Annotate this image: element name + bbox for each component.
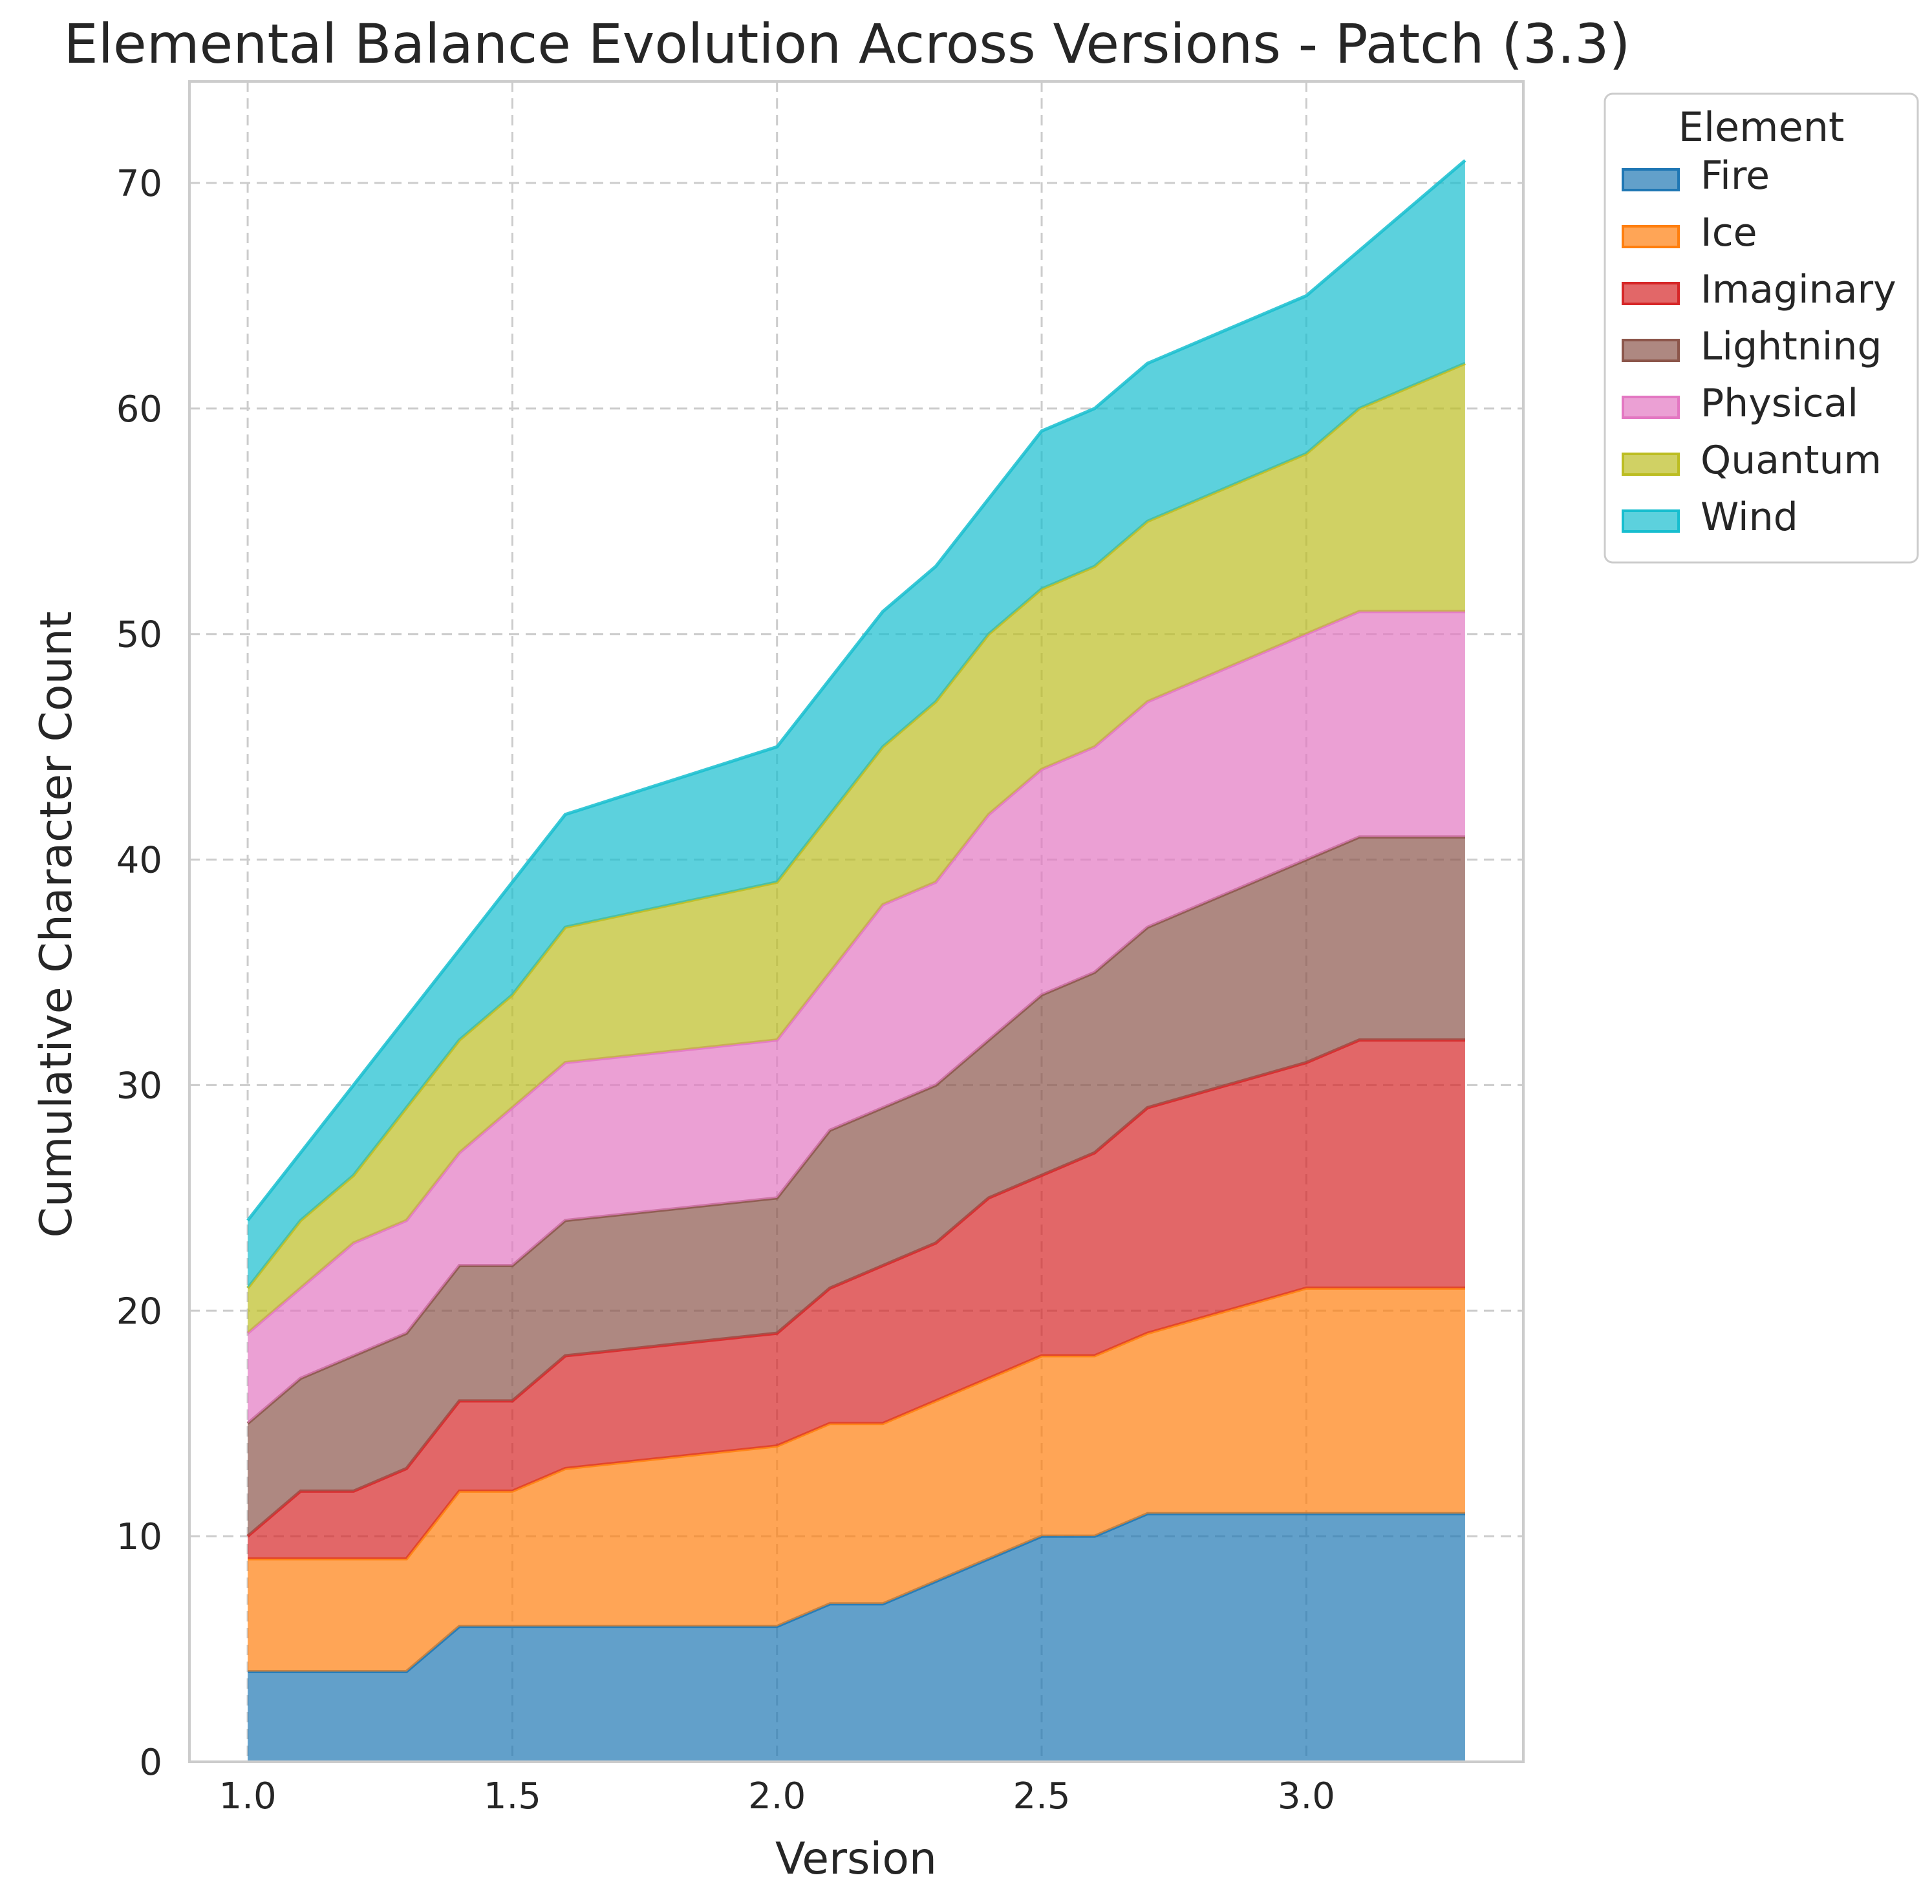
legend-label-wind: Wind <box>1701 495 1798 540</box>
legend-label-fire: Fire <box>1701 153 1770 198</box>
x-tick-label-1-0: 1.0 <box>219 1775 277 1817</box>
y-tick-label-40: 40 <box>116 840 162 882</box>
y-tick-label-20: 20 <box>116 1290 162 1332</box>
area-imaginary <box>248 1040 1465 1559</box>
y-tick-label-10: 10 <box>116 1516 162 1558</box>
x-tick-label-2-5: 2.5 <box>1013 1775 1070 1817</box>
x-axis-label: Version <box>775 1834 937 1885</box>
legend-swatch-imaginary <box>1622 282 1680 305</box>
stacked-areas <box>246 159 1466 1762</box>
area-fire <box>248 1514 1465 1762</box>
legend-box <box>1604 92 1919 564</box>
legend-swatch-ice <box>1622 225 1680 248</box>
legend-swatch-wind <box>1622 509 1680 533</box>
area-ice <box>248 1288 1465 1672</box>
line-wind <box>246 159 1466 1222</box>
y-tick-label-30: 30 <box>116 1065 162 1107</box>
y-tick-label-60: 60 <box>116 389 162 431</box>
legend-label-lightning: Lightning <box>1701 324 1882 369</box>
legend-label-quantum: Quantum <box>1701 438 1882 483</box>
legend-swatch-quantum <box>1622 453 1680 476</box>
legend-label-ice: Ice <box>1701 210 1757 255</box>
area-lightning <box>248 837 1465 1537</box>
axis-ticks: 1.0 1.5 2.0 2.5 3.0 0 10 20 30 40 50 60 70 <box>116 163 1335 1817</box>
legend: Element Fire Ice Imaginary Lightning Physica… <box>1604 92 1919 564</box>
x-tick-label-3-0: 3.0 <box>1278 1775 1335 1817</box>
legend-items: Fire Ice Imaginary Lightning Physical Quantum… <box>1622 153 1896 540</box>
y-tick-label-50: 50 <box>116 614 162 656</box>
area-wind <box>248 160 1465 1289</box>
legend-title: Element <box>1679 103 1845 151</box>
legend-swatch-physical <box>1622 396 1680 419</box>
chart-title: Elemental Balance Evolution Across Versi… <box>64 12 1631 76</box>
y-tick-label-70: 70 <box>116 163 162 205</box>
plot-frame <box>188 80 1525 1763</box>
y-axis-label: Cumulative Character Count <box>31 612 82 1238</box>
legend-swatch-lightning <box>1622 339 1680 362</box>
y-tick-label-0: 0 <box>139 1742 162 1784</box>
legend-swatch-fire <box>1622 168 1680 191</box>
x-tick-label-2-0: 2.0 <box>748 1775 806 1817</box>
legend-label-imaginary: Imaginary <box>1701 267 1896 312</box>
x-tick-label-1-5: 1.5 <box>484 1775 541 1817</box>
area-quantum <box>248 363 1465 1334</box>
area-physical <box>248 611 1465 1424</box>
legend-label-physical: Physical <box>1701 381 1858 426</box>
